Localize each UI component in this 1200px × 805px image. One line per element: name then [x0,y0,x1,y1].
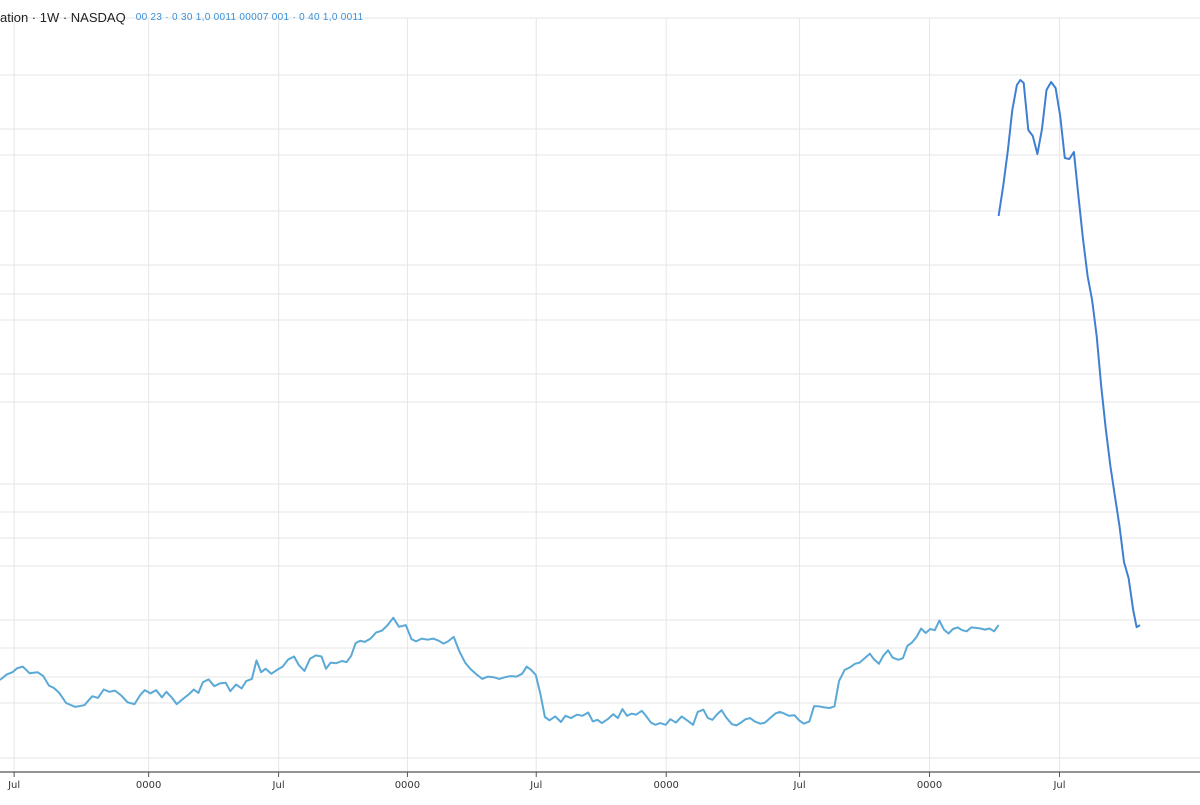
x-tick-label: Jul [793,780,806,791]
x-tick-label: 0000 [395,780,420,791]
series-lines [0,79,1141,727]
grid-lines [0,17,1200,772]
x-tick-label: 0000 [917,780,942,791]
legend-title: ation · 1W · NASDAQ [0,9,126,25]
series-line-0 [0,616,1000,727]
series-line-1 [997,79,1141,629]
x-tick-label: Jul [272,780,285,791]
x-tick-label: 0000 [653,780,678,791]
x-tick-label: Jul [1052,780,1065,791]
chart-legend: ation · 1W · NASDAQ 00 23 · 0 30 1,0 001… [0,8,364,26]
x-tick-label: 0000 [136,780,161,791]
x-tick-label: Jul [7,780,20,791]
x-tick-label: Jul [529,780,542,791]
legend-values: 00 23 · 0 30 1,0 0011 00007 001 · 0 40 1… [135,11,364,23]
x-axis: Jul 0000 Jul 0000 Jul 0000 Jul 0000 Jul [0,771,1200,791]
